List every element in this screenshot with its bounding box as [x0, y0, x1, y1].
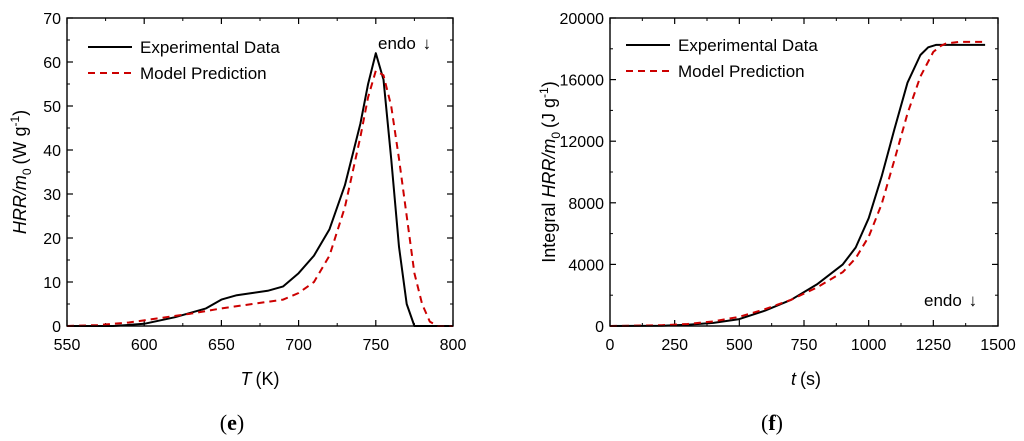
- chart-f-xtick-label: 750: [791, 337, 818, 354]
- chart-e-annotation-arrow: ↓: [423, 34, 432, 53]
- chart-f-ytick-label: 12000: [560, 134, 605, 151]
- chart-f-xtick-label: 1000: [851, 337, 887, 354]
- chart-e-xtick-label: 700: [285, 337, 312, 354]
- chart-e-panel-label: (e): [220, 410, 244, 435]
- chart-e-xtick-label: 600: [131, 337, 158, 354]
- chart-f-annotation-arrow: ↓: [969, 291, 978, 310]
- chart-f-ytick-label: 20000: [560, 11, 605, 28]
- chart-e-series-model-line: [66, 69, 453, 327]
- chart-e-ylabel: HRR/m0(W g-1): [8, 110, 34, 234]
- chart-f-ylabel: Integral HRR/m0(J g-1): [537, 81, 563, 262]
- legend-f-model-label: Model Prediction: [678, 62, 805, 81]
- chart-f-xtick-label: 0: [606, 337, 615, 354]
- chart-f-ytick-label: 0: [595, 319, 604, 336]
- chart-e-series-experimental-line: [67, 52, 453, 327]
- chart-e-legend: Experimental Data Model Prediction: [88, 38, 280, 83]
- chart-f-annotation: endo ↓: [924, 291, 977, 310]
- chart-e-ytick-label: 30: [43, 187, 61, 204]
- chart-e-xtick-label: 550: [54, 337, 81, 354]
- chart-e-annotation: endo ↓: [378, 34, 431, 53]
- legend-e-experimental-label: Experimental Data: [140, 38, 280, 57]
- chart-f-ytick-label: 8000: [568, 196, 604, 213]
- chart-f-ytick-label: 4000: [568, 257, 604, 274]
- legend-e-model-label: Model Prediction: [140, 64, 267, 83]
- chart-f-annotation-text: endo: [924, 291, 962, 310]
- chart-e-annotation-text: endo: [378, 34, 416, 53]
- chart-f-panel-label: (f): [761, 410, 783, 435]
- chart-e: 550 600 650 700 750 800 0 10 20 30 40 50 60 70 Exper…: [8, 11, 466, 435]
- chart-e-ytick-label: 40: [43, 143, 61, 160]
- chart-f-ytick-label: 16000: [560, 73, 605, 90]
- chart-e-ytick-label: 60: [43, 55, 61, 72]
- chart-f-legend: Experimental Data Model Prediction: [626, 36, 818, 81]
- chart-f-xtick-label: 500: [726, 337, 753, 354]
- legend-f-experimental-label: Experimental Data: [678, 36, 818, 55]
- chart-e-ytick-label: 0: [52, 319, 61, 336]
- chart-e-xtick-label: 750: [362, 337, 389, 354]
- chart-f-xtick-label: 1250: [916, 337, 952, 354]
- chart-f-xtick-label: 1500: [980, 337, 1016, 354]
- chart-e-frame: [66, 17, 454, 327]
- chart-f-series-experimental-line: [609, 43, 986, 327]
- chart-e-ytick-label: 50: [43, 99, 61, 116]
- chart-e-xtick-label: 650: [208, 337, 235, 354]
- chart-f: 0 250 500 750 1000 1250 1500 0 4000 8000 12000 160…: [537, 11, 1016, 435]
- chart-f-xtick-label: 250: [661, 337, 688, 354]
- chart-e-xlabel: T (K): [241, 369, 280, 389]
- chart-f-frame: [609, 17, 999, 327]
- chart-e-ytick-label: 10: [43, 275, 61, 292]
- chart-f-xlabel: t (s): [791, 369, 821, 389]
- chart-e-ytick-label: 70: [43, 11, 61, 28]
- chart-f-series-model-line: [609, 40, 986, 327]
- chart-e-xtick-label: 800: [440, 337, 467, 354]
- chart-e-ytick-label: 20: [43, 231, 61, 248]
